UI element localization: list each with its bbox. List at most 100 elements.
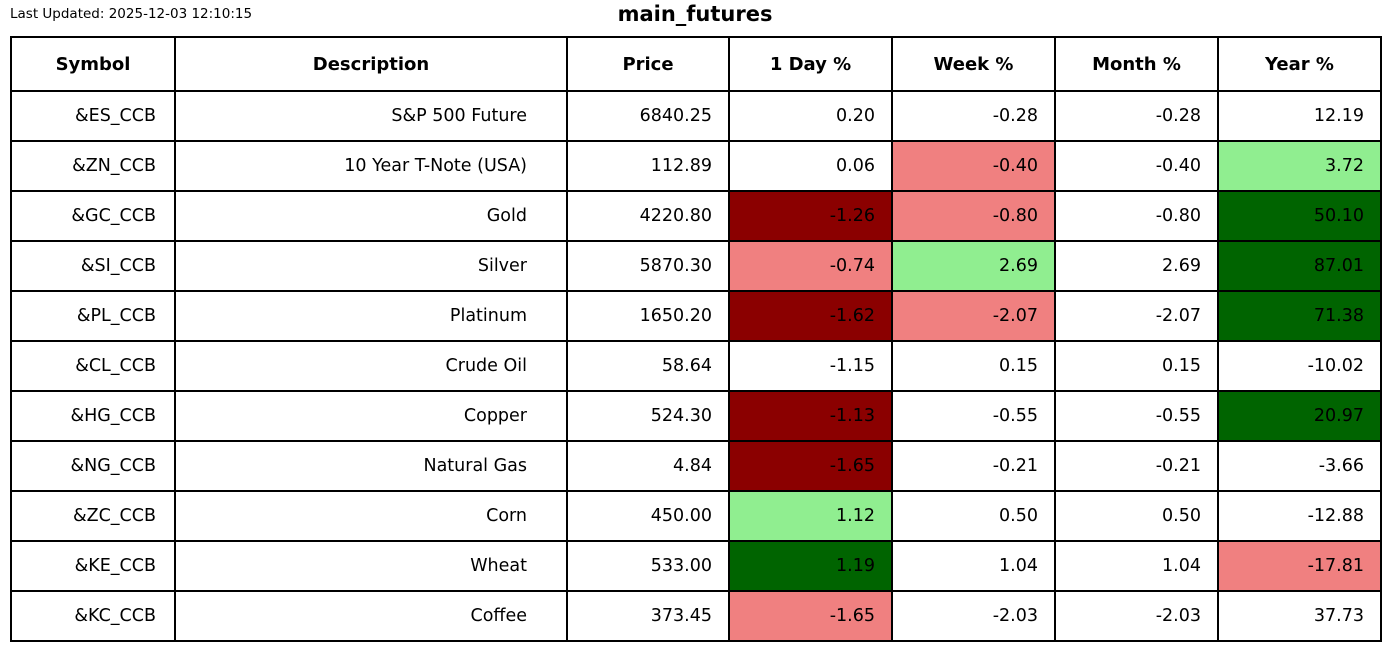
- cell-day-pct: -1.13: [728, 390, 893, 442]
- cell-month-pct: 0.50: [1054, 490, 1219, 542]
- cell-week-pct: 2.69: [891, 240, 1056, 292]
- cell-symbol: &NG_CCB: [10, 440, 176, 492]
- header-row: Symbol Description Price 1 Day % Week % Month…: [10, 36, 1382, 92]
- cell-month-pct: -0.28: [1054, 90, 1219, 142]
- cell-price: 4.84: [566, 440, 730, 492]
- table-row: &KE_CCB Wheat 533.00 1.19 1.04 1.04 -17.81: [10, 540, 1382, 592]
- cell-description: Natural Gas: [174, 440, 568, 492]
- column-header-description: Description: [174, 36, 568, 92]
- table-row: &SI_CCB Silver 5870.30 -0.74 2.69 2.69 87.01: [10, 240, 1382, 292]
- cell-description: Silver: [174, 240, 568, 292]
- cell-description: Copper: [174, 390, 568, 442]
- table-row: &HG_CCB Copper 524.30 -1.13 -0.55 -0.55 20.97: [10, 390, 1382, 442]
- cell-month-pct: -2.03: [1054, 590, 1219, 642]
- cell-symbol: &PL_CCB: [10, 290, 176, 342]
- cell-symbol: &CL_CCB: [10, 340, 176, 392]
- table-body: &ES_CCB S&P 500 Future 6840.25 0.20 -0.28 -0.…: [10, 90, 1382, 642]
- cell-year-pct: -10.02: [1217, 340, 1382, 392]
- cell-price: 112.89: [566, 140, 730, 192]
- cell-year-pct: 50.10: [1217, 190, 1382, 242]
- cell-day-pct: -1.65: [728, 440, 893, 492]
- cell-description: 10 Year T-Note (USA): [174, 140, 568, 192]
- cell-day-pct: -0.74: [728, 240, 893, 292]
- cell-week-pct: 1.04: [891, 540, 1056, 592]
- cell-day-pct: 0.20: [728, 90, 893, 142]
- cell-symbol: &KE_CCB: [10, 540, 176, 592]
- cell-year-pct: 20.97: [1217, 390, 1382, 442]
- cell-day-pct: -1.26: [728, 190, 893, 242]
- cell-description: S&P 500 Future: [174, 90, 568, 142]
- cell-description: Wheat: [174, 540, 568, 592]
- cell-day-pct: -1.65: [728, 590, 893, 642]
- table-row: &ZN_CCB 10 Year T-Note (USA) 112.89 0.06 -0.…: [10, 140, 1382, 192]
- cell-week-pct: 0.15: [891, 340, 1056, 392]
- cell-year-pct: 12.19: [1217, 90, 1382, 142]
- cell-symbol: &GC_CCB: [10, 190, 176, 242]
- cell-symbol: &SI_CCB: [10, 240, 176, 292]
- table-row: &ES_CCB S&P 500 Future 6840.25 0.20 -0.28 -0.…: [10, 90, 1382, 142]
- cell-year-pct: 37.73: [1217, 590, 1382, 642]
- cell-month-pct: 2.69: [1054, 240, 1219, 292]
- table-row: &CL_CCB Crude Oil 58.64 -1.15 0.15 0.15 -10.02: [10, 340, 1382, 392]
- column-header-price: Price: [566, 36, 730, 92]
- cell-week-pct: -2.03: [891, 590, 1056, 642]
- cell-week-pct: -0.21: [891, 440, 1056, 492]
- table-row: &ZC_CCB Corn 450.00 1.12 0.50 0.50 -12.88: [10, 490, 1382, 542]
- cell-month-pct: -0.40: [1054, 140, 1219, 192]
- cell-week-pct: -2.07: [891, 290, 1056, 342]
- cell-description: Corn: [174, 490, 568, 542]
- cell-price: 373.45: [566, 590, 730, 642]
- cell-year-pct: 3.72: [1217, 140, 1382, 192]
- cell-price: 524.30: [566, 390, 730, 442]
- table-header: Symbol Description Price 1 Day % Week % Month…: [10, 36, 1382, 92]
- table-row: &PL_CCB Platinum 1650.20 -1.62 -2.07 -2.07 71.…: [10, 290, 1382, 342]
- cell-price: 5870.30: [566, 240, 730, 292]
- cell-symbol: &ES_CCB: [10, 90, 176, 142]
- cell-week-pct: -0.28: [891, 90, 1056, 142]
- cell-year-pct: -17.81: [1217, 540, 1382, 592]
- cell-week-pct: -0.80: [891, 190, 1056, 242]
- table-row: &KC_CCB Coffee 373.45 -1.65 -2.03 -2.03 37.73: [10, 590, 1382, 642]
- cell-day-pct: -1.15: [728, 340, 893, 392]
- cell-month-pct: 0.15: [1054, 340, 1219, 392]
- cell-description: Platinum: [174, 290, 568, 342]
- cell-price: 533.00: [566, 540, 730, 592]
- cell-price: 58.64: [566, 340, 730, 392]
- cell-symbol: &ZN_CCB: [10, 140, 176, 192]
- cell-price: 4220.80: [566, 190, 730, 242]
- cell-month-pct: 1.04: [1054, 540, 1219, 592]
- cell-day-pct: 1.12: [728, 490, 893, 542]
- cell-month-pct: -2.07: [1054, 290, 1219, 342]
- column-header-year-pct: Year %: [1217, 36, 1382, 92]
- cell-week-pct: -0.40: [891, 140, 1056, 192]
- cell-year-pct: -3.66: [1217, 440, 1382, 492]
- cell-month-pct: -0.55: [1054, 390, 1219, 442]
- cell-price: 450.00: [566, 490, 730, 542]
- cell-description: Coffee: [174, 590, 568, 642]
- cell-price: 6840.25: [566, 90, 730, 142]
- cell-symbol: &HG_CCB: [10, 390, 176, 442]
- cell-year-pct: 71.38: [1217, 290, 1382, 342]
- cell-year-pct: -12.88: [1217, 490, 1382, 542]
- table-row: &GC_CCB Gold 4220.80 -1.26 -0.80 -0.80 50.10: [10, 190, 1382, 242]
- cell-day-pct: 0.06: [728, 140, 893, 192]
- column-header-symbol: Symbol: [10, 36, 176, 92]
- cell-description: Crude Oil: [174, 340, 568, 392]
- cell-symbol: &ZC_CCB: [10, 490, 176, 542]
- cell-day-pct: 1.19: [728, 540, 893, 592]
- last-updated-label: Last Updated: 2025-12-03 12:10:15: [10, 6, 253, 22]
- cell-day-pct: -1.62: [728, 290, 893, 342]
- cell-price: 1650.20: [566, 290, 730, 342]
- futures-table: Symbol Description Price 1 Day % Week % Month…: [10, 36, 1382, 642]
- column-header-month-pct: Month %: [1054, 36, 1219, 92]
- page-title: main_futures: [617, 2, 773, 26]
- cell-description: Gold: [174, 190, 568, 242]
- cell-month-pct: -0.21: [1054, 440, 1219, 492]
- cell-week-pct: -0.55: [891, 390, 1056, 442]
- cell-week-pct: 0.50: [891, 490, 1056, 542]
- column-header-day-pct: 1 Day %: [728, 36, 893, 92]
- column-header-week-pct: Week %: [891, 36, 1056, 92]
- cell-year-pct: 87.01: [1217, 240, 1382, 292]
- cell-symbol: &KC_CCB: [10, 590, 176, 642]
- table-row: &NG_CCB Natural Gas 4.84 -1.65 -0.21 -0.21 -3.…: [10, 440, 1382, 492]
